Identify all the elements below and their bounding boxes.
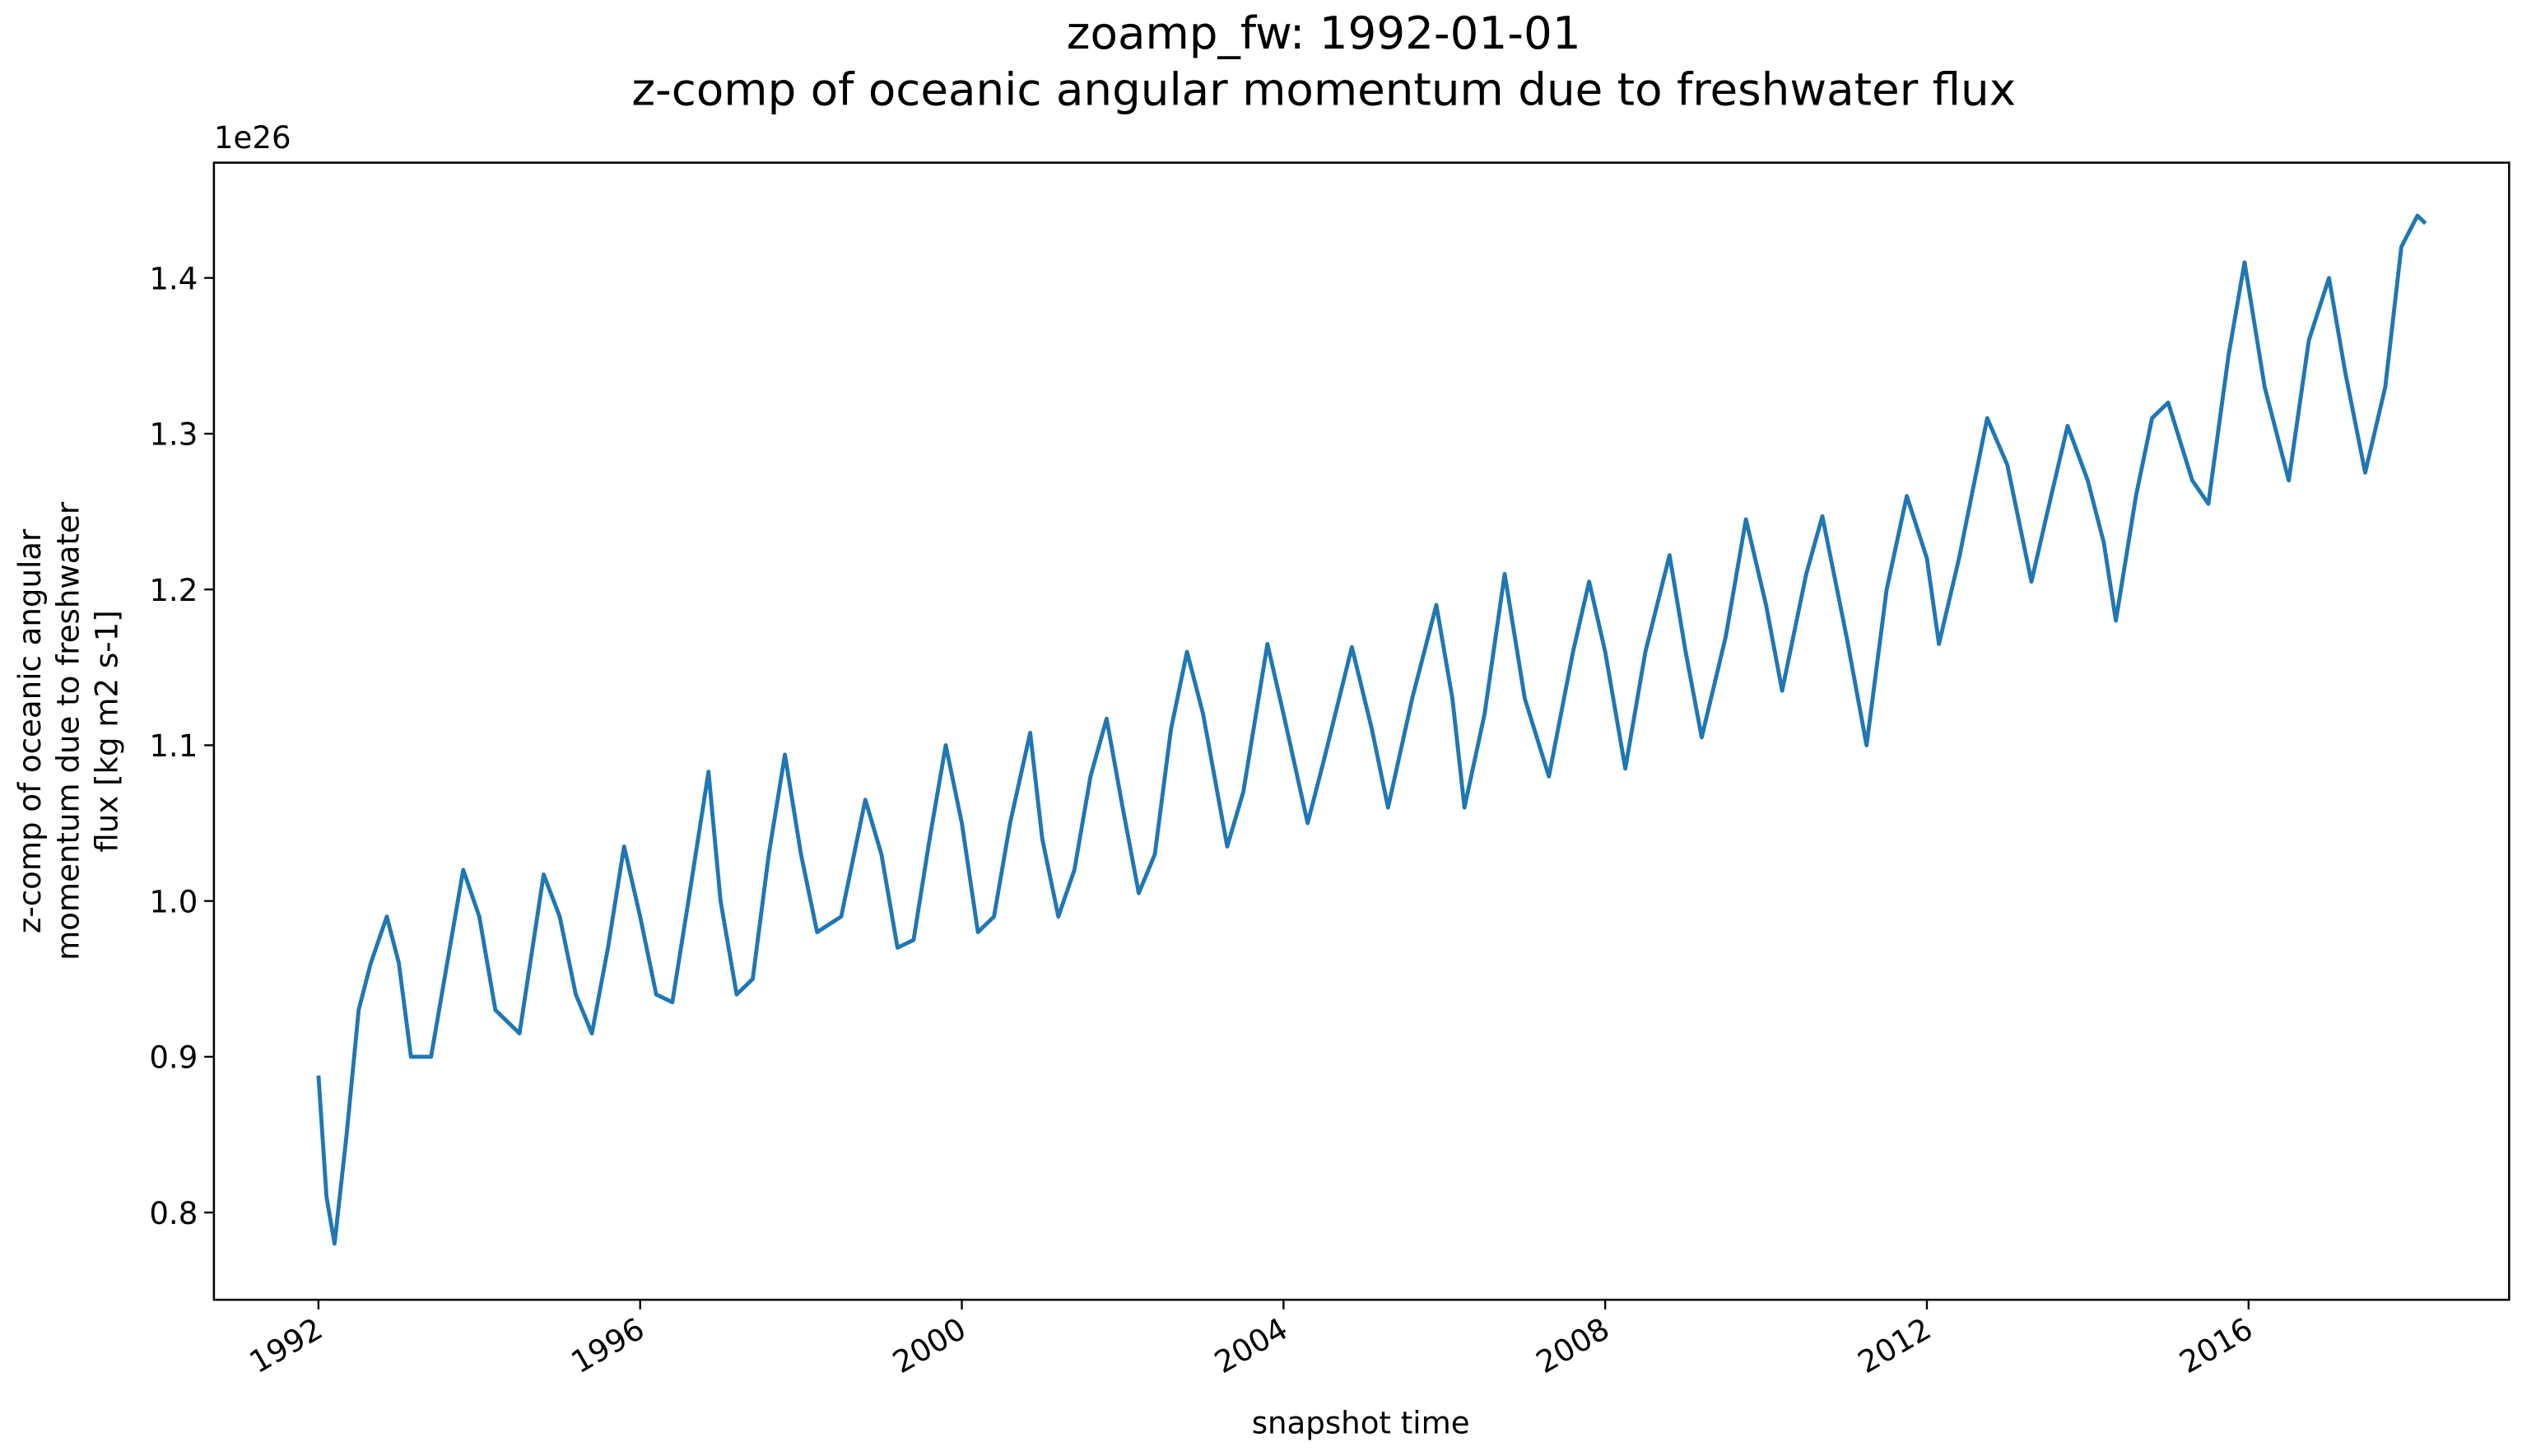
y-tick-label: 1.4 [149,261,198,296]
y-tick-label: 1.2 [149,573,198,608]
chart-title: zoamp_fw: 1992-01-01 [1067,7,1581,59]
x-tick-label: 2016 [2174,1311,2259,1380]
x-tick-label: 2012 [1852,1311,1937,1380]
y-axis-label: z-comp of oceanic angular [12,528,48,933]
data-line [316,213,2427,1246]
y-tick-label: 1.0 [149,884,198,919]
x-axis-label: snapshot time [1252,1405,1470,1440]
y-axis-label: momentum due to freshwater [51,501,86,961]
x-tick-label: 2004 [1208,1311,1293,1380]
y-tick-label: 1.1 [149,728,198,764]
x-tick-label: 2000 [887,1311,972,1380]
x-tick-label: 2008 [1530,1311,1615,1380]
chart-subtitle: z-comp of oceanic angular momentum due t… [631,63,2016,115]
x-tick-label: 1996 [565,1311,650,1380]
y-tick-label: 0.8 [149,1196,198,1231]
y-axis-label: flux [kg m2 s-1] [90,610,125,852]
x-tick-label: 1992 [244,1311,328,1380]
offset-label: 1e26 [214,120,291,156]
y-tick-label: 1.3 [149,417,198,453]
y-tick-label: 0.9 [149,1040,198,1076]
plot-frame [212,161,2510,1301]
